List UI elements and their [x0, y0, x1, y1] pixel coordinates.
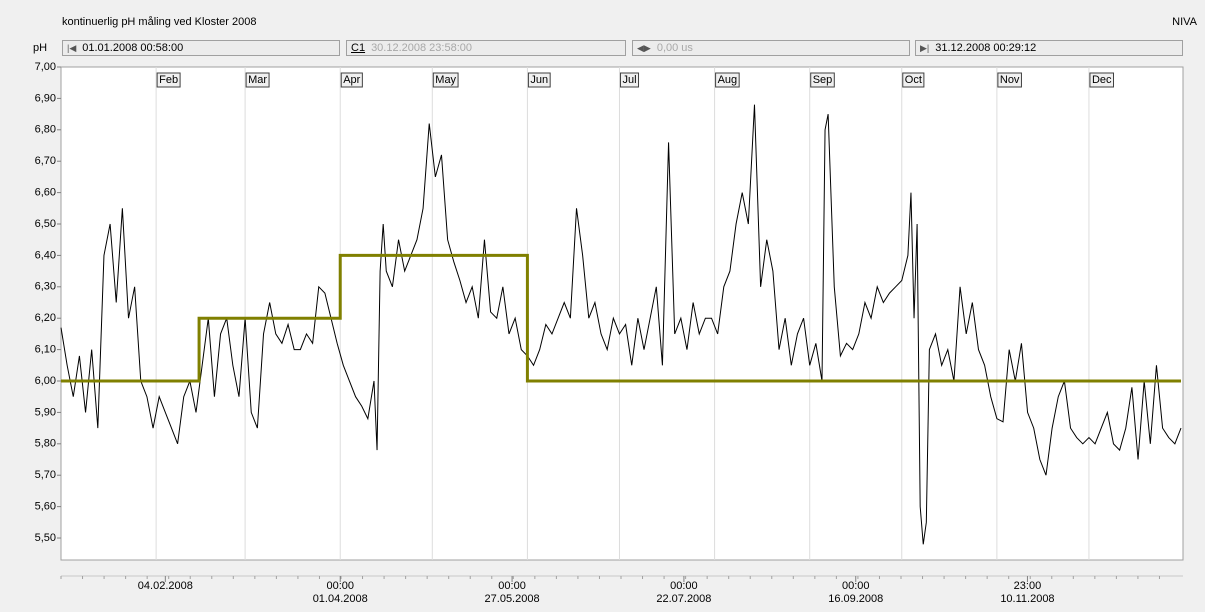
month-marker: Feb: [156, 72, 181, 88]
month-marker: Mar: [245, 72, 270, 88]
y-tick-label: 6,70: [35, 155, 56, 167]
y-tick-label: 6,00: [35, 375, 56, 387]
y-tick-label: 6,60: [35, 187, 56, 199]
end-field[interactable]: ▶| 31.12.2008 00:29:12: [915, 40, 1183, 56]
y-tick-label: 6,80: [35, 124, 56, 136]
month-box: [432, 72, 459, 88]
x-tick-label: 00:00 01.04.2008: [312, 580, 368, 605]
x-tick-label: 00:00 16.09.2008: [828, 580, 884, 605]
y-tick-label: 5,70: [35, 469, 56, 481]
y-tick-label: 5,50: [35, 532, 56, 544]
x-tick-label: 04.02.2008: [137, 580, 193, 592]
y-tick-label: 5,60: [35, 501, 56, 513]
month-box: [902, 72, 925, 88]
month-label: Sep: [813, 74, 833, 86]
y-tick-label: 6,90: [35, 92, 56, 104]
month-label: Jun: [530, 74, 548, 86]
delta-icon: ◀▶: [637, 43, 651, 53]
plot-area: [60, 66, 1184, 561]
y-tick-label: 6,40: [35, 249, 56, 261]
month-box: [245, 72, 270, 88]
month-label: Aug: [718, 74, 738, 86]
start-time: 01.01.2008 00:58:00: [82, 42, 184, 54]
end-time: 31.12.2008 00:29:12: [935, 42, 1037, 54]
y-tick-label: 7,00: [35, 61, 56, 73]
cursor-field[interactable]: C1 30.12.2008 23:58:00: [346, 40, 626, 56]
y-tick-label: 6,10: [35, 344, 56, 356]
month-label: Nov: [1000, 74, 1020, 86]
month-box: [810, 72, 835, 88]
month-marker: May: [432, 72, 459, 88]
month-box: [619, 72, 640, 88]
x-tick-label: 00:00 27.05.2008: [484, 580, 540, 605]
month-box: [527, 72, 551, 88]
brand: NIVA: [1172, 16, 1197, 28]
x-tick-label: 00:00 22.07.2008: [656, 580, 712, 605]
cursor-time: 30.12.2008 23:58:00: [371, 42, 472, 54]
month-marker: Sep: [810, 72, 835, 88]
first-icon: |◀: [67, 43, 77, 53]
delta-field[interactable]: ◀▶ 0,00 us: [632, 40, 910, 56]
month-marker: Jul: [619, 72, 640, 88]
month-label: Dec: [1092, 74, 1112, 86]
month-marker: Apr: [340, 72, 363, 88]
month-label: Mar: [248, 74, 267, 86]
y-tick-label: 5,80: [35, 438, 56, 450]
month-marker: Jun: [527, 72, 551, 88]
cursor-label: C1: [351, 42, 366, 54]
last-icon: ▶|: [920, 43, 930, 53]
month-marker: Nov: [997, 72, 1022, 88]
y-tick-label: 6,20: [35, 312, 56, 324]
month-box: [156, 72, 181, 88]
month-label: Apr: [343, 74, 360, 86]
month-marker: Dec: [1089, 72, 1115, 88]
delta-time: 0,00 us: [656, 42, 693, 54]
month-box: [340, 72, 363, 88]
month-label: May: [435, 74, 456, 86]
month-label: Oct: [905, 74, 922, 86]
y-axis-label: pH: [33, 42, 48, 54]
start-field[interactable]: |◀ 01.01.2008 00:58:00: [62, 40, 340, 56]
y-tick-label: 6,30: [35, 281, 56, 293]
month-box: [1089, 72, 1115, 88]
month-marker: Aug: [715, 72, 740, 88]
y-tick-label: 6,50: [35, 218, 56, 230]
month-label: Feb: [159, 74, 178, 86]
x-tick-label: 23:00 10.11.2008: [1000, 580, 1055, 605]
data-line: [61, 253, 1181, 383]
month-box: [997, 72, 1022, 88]
y-tick-label: 5,90: [35, 406, 56, 418]
month-label: Jul: [622, 74, 636, 86]
month-box: [715, 72, 740, 88]
chart-title: kontinuerlig pH måling ved Kloster 2008: [62, 16, 257, 28]
month-marker: Oct: [902, 72, 925, 88]
